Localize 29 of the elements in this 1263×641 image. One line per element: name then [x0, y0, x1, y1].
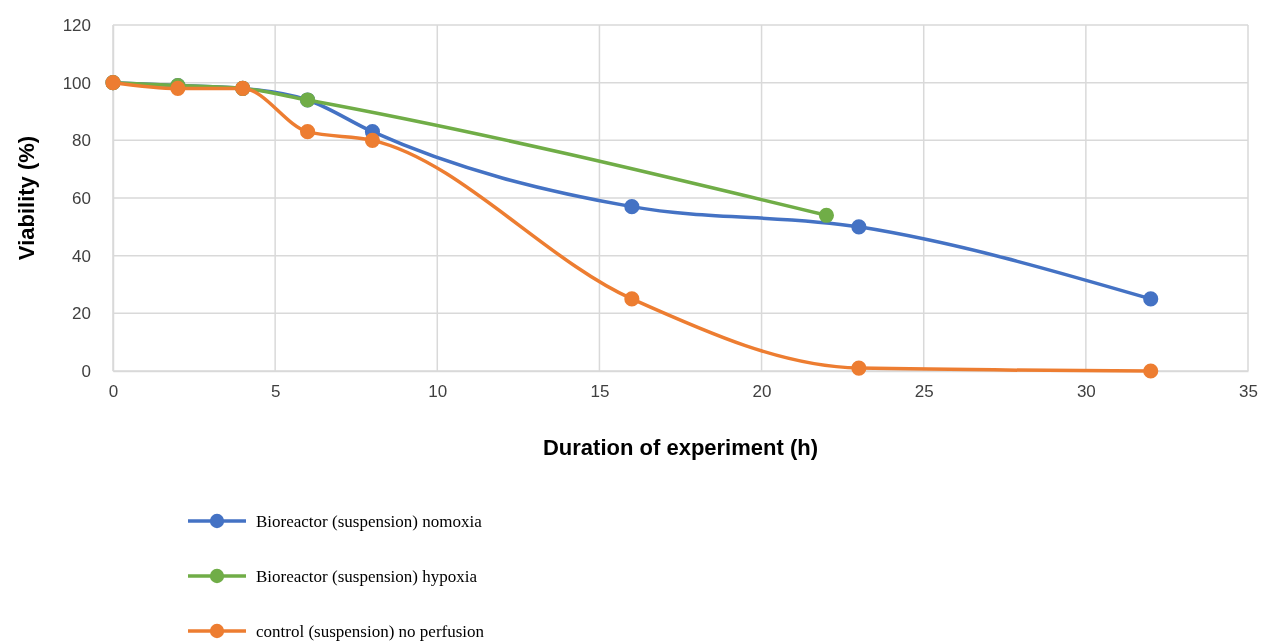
y-tick-label: 60: [72, 188, 91, 208]
x-tick-label: 5: [270, 382, 281, 402]
point: [364, 132, 380, 148]
x-axis-title: Duration of experiment (h): [542, 435, 819, 460]
x-tick-label: 35: [1239, 382, 1258, 402]
legend-label: Bioreactor (suspension) nomoxia: [256, 512, 483, 531]
point: [1143, 363, 1159, 379]
legend-label: Bioreactor (suspension) hypoxia: [256, 567, 478, 586]
point: [851, 360, 867, 376]
x-tick-label: 10: [428, 382, 448, 402]
x-tick-label: 20: [752, 382, 772, 402]
point: [1143, 291, 1159, 307]
legend-label: control (suspension) no perfusion: [256, 622, 485, 641]
y-axis-title: Viability (%): [14, 135, 39, 261]
y-tick-label: 120: [62, 15, 91, 35]
y-tick-label: 40: [72, 246, 91, 266]
point: [624, 291, 640, 307]
point: [851, 219, 867, 235]
y-tick-label: 100: [62, 73, 91, 93]
point: [300, 124, 316, 140]
point: [818, 207, 834, 223]
x-tick-label: 25: [914, 382, 934, 402]
y-tick-label: 80: [72, 131, 91, 151]
y-tick-label: 20: [72, 304, 91, 324]
x-tick-label: 0: [108, 382, 119, 402]
x-tick-label: 15: [590, 382, 610, 402]
x-tick-label: 30: [1076, 382, 1096, 402]
y-tick-label: 0: [81, 361, 91, 381]
point: [624, 199, 640, 215]
